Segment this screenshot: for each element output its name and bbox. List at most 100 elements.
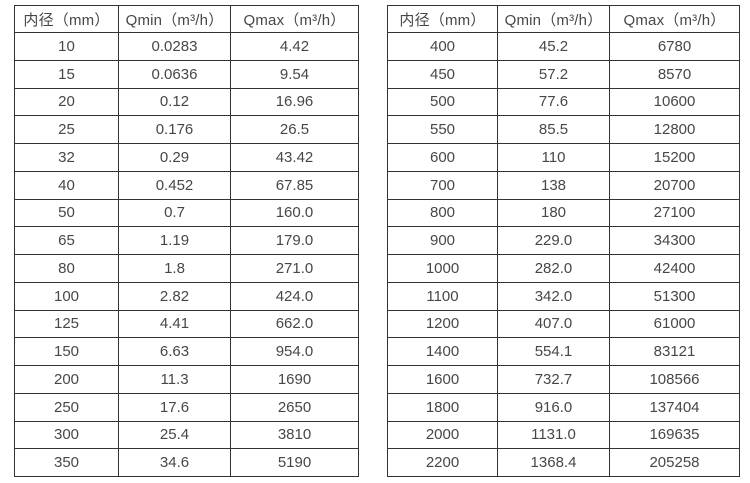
table-cell: 6780 [609,32,740,61]
header-row: 内径（mm） Qmin（m³/h） Qmax（m³/h） [14,5,359,33]
table-row: 80 1.8 271.0 [14,254,359,283]
table-cell: 20700 [609,170,740,200]
table-cell: 0.452 [118,170,231,200]
table-cell: 43.42 [230,143,359,172]
table-cell: 350 [14,448,119,477]
table-row: 2200 1368.4 205258 [387,448,740,477]
table-cell: 42400 [609,254,740,283]
table-cell: 0.0636 [118,59,231,89]
table-cell: 424.0 [230,281,359,311]
table-cell: 900 [387,226,498,255]
table-cell: 662.0 [230,309,359,339]
table-cell: 110 [497,143,610,172]
table-cell: 27100 [609,198,740,228]
table-cell: 137404 [609,392,740,422]
table-cell: 10 [14,32,119,61]
table-cell: 57.2 [497,59,610,89]
table-cell: 16.96 [230,87,359,117]
table-cell: 1100 [387,281,498,311]
table-cell: 34300 [609,226,740,255]
table-row: 1100 342.0 51300 [387,281,740,311]
table-cell: 51300 [609,281,740,311]
table-row: 65 1.19 179.0 [14,226,359,255]
table-cell: 40 [14,170,119,200]
table-cell: 85.5 [497,115,610,144]
table-cell: 0.0283 [118,32,231,61]
column-header-qmax: Qmax（m³/h） [230,5,359,33]
table-cell: 34.6 [118,448,231,477]
table-cell: 554.1 [497,337,610,366]
flow-rate-tables: 内径（mm） Qmin（m³/h） Qmax（m³/h） 10 0.0283 4.4… [14,5,740,477]
table-cell: 450 [387,59,498,89]
table-row: 400 45.2 6780 [387,32,740,61]
table-cell: 1600 [387,365,498,394]
table-cell: 1000 [387,254,498,283]
column-header-diameter: 内径（mm） [387,5,498,33]
table-cell: 45.2 [497,32,610,61]
table-cell: 15 [14,59,119,89]
table-cell: 2650 [230,392,359,422]
table-cell: 6.63 [118,337,231,366]
table-cell: 26.5 [230,115,359,144]
table-cell: 169635 [609,420,740,450]
table-row: 500 77.6 10600 [387,87,740,117]
table-cell: 1800 [387,392,498,422]
table-cell: 2.82 [118,281,231,311]
table-row: 15 0.0636 9.54 [14,59,359,89]
table-cell: 2200 [387,448,498,477]
table-cell: 83121 [609,337,740,366]
header-row: 内径（mm） Qmin（m³/h） Qmax（m³/h） [387,5,740,33]
table-row: 550 85.5 12800 [387,115,740,144]
table-cell: 400 [387,32,498,61]
table-cell: 180 [497,198,610,228]
table-row: 1000 282.0 42400 [387,254,740,283]
table-row: 250 17.6 2650 [14,392,359,422]
table-row: 150 6.63 954.0 [14,337,359,366]
table-row: 50 0.7 160.0 [14,198,359,228]
table-row: 20 0.12 16.96 [14,87,359,117]
table-cell: 15200 [609,143,740,172]
table-row: 450 57.2 8570 [387,59,740,89]
table-cell: 0.12 [118,87,231,117]
table-cell: 954.0 [230,337,359,366]
table-cell: 3810 [230,420,359,450]
table-row: 600 110 15200 [387,143,740,172]
table-cell: 1368.4 [497,448,610,477]
table-cell: 800 [387,198,498,228]
table-cell: 342.0 [497,281,610,311]
column-header-diameter: 内径（mm） [14,5,119,33]
table-cell: 67.85 [230,170,359,200]
table-cell: 1400 [387,337,498,366]
table-cell: 12800 [609,115,740,144]
table-row: 1200 407.0 61000 [387,309,740,339]
table-row: 32 0.29 43.42 [14,143,359,172]
table-cell: 550 [387,115,498,144]
column-header-qmin: Qmin（m³/h） [497,5,610,33]
table-cell: 9.54 [230,59,359,89]
table-cell: 25.4 [118,420,231,450]
table-cell: 300 [14,420,119,450]
table-cell: 200 [14,365,119,394]
table-cell: 10600 [609,87,740,117]
table-cell: 205258 [609,448,740,477]
table-cell: 17.6 [118,392,231,422]
table-cell: 732.7 [497,365,610,394]
table-cell: 4.42 [230,32,359,61]
table-cell: 1.8 [118,254,231,283]
table-cell: 11.3 [118,365,231,394]
table-cell: 160.0 [230,198,359,228]
table-cell: 271.0 [230,254,359,283]
column-header-qmax: Qmax（m³/h） [609,5,740,33]
table-cell: 0.7 [118,198,231,228]
table-cell: 5190 [230,448,359,477]
table-cell: 0.176 [118,115,231,144]
table-row: 300 25.4 3810 [14,420,359,450]
table-cell: 125 [14,309,119,339]
table-cell: 32 [14,143,119,172]
table-cell: 50 [14,198,119,228]
table-cell: 229.0 [497,226,610,255]
table-cell: 0.29 [118,143,231,172]
table-row: 1800 916.0 137404 [387,392,740,422]
table-row: 25 0.176 26.5 [14,115,359,144]
table-row: 2000 1131.0 169635 [387,420,740,450]
